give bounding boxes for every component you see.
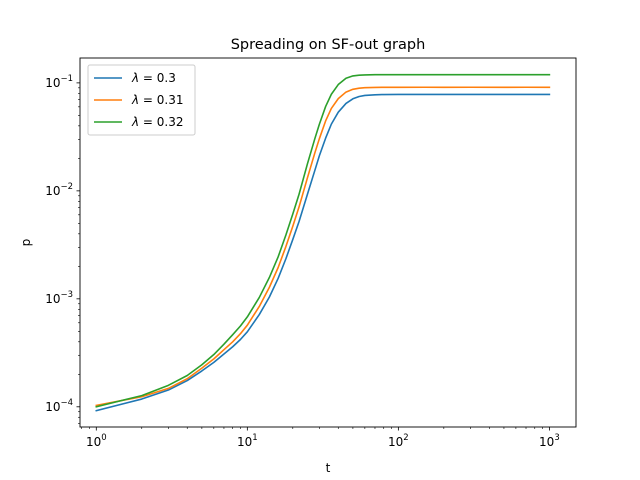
x-tick-label: 100 — [86, 433, 107, 449]
series-line-2 — [95, 86, 551, 407]
ticks-layer: 100 101 102 103 10−4 10−3 10−2 10−1 — [45, 74, 560, 449]
legend-items: λ = 0.3 λ = 0.31 λ = 0.32 — [94, 71, 184, 129]
legend: λ = 0.3 λ = 0.31 λ = 0.32 — [87, 64, 196, 136]
x-tick-label: 103 — [539, 433, 560, 449]
y-tick-label: 10−3 — [45, 290, 73, 306]
y-axis-label: p — [19, 239, 33, 247]
chart-title: Spreading on SF-out graph — [231, 37, 426, 53]
y-tick-label: 10−2 — [45, 182, 73, 198]
x-tick-label: 102 — [388, 433, 409, 449]
series-line-1 — [95, 93, 551, 412]
series-layer — [95, 73, 551, 412]
legend-label-3: λ = 0.32 — [131, 115, 184, 129]
y-tick-label: 10−1 — [45, 74, 73, 90]
plot-frame — [79, 57, 577, 428]
legend-label-1: λ = 0.3 — [131, 71, 176, 85]
legend-label-2: λ = 0.31 — [131, 93, 184, 107]
x-tick-label: 101 — [237, 433, 258, 449]
y-tick-label: 10−4 — [45, 398, 73, 414]
x-axis-label: t — [326, 461, 331, 475]
series-line-3 — [95, 73, 551, 408]
legend-box — [87, 64, 196, 136]
